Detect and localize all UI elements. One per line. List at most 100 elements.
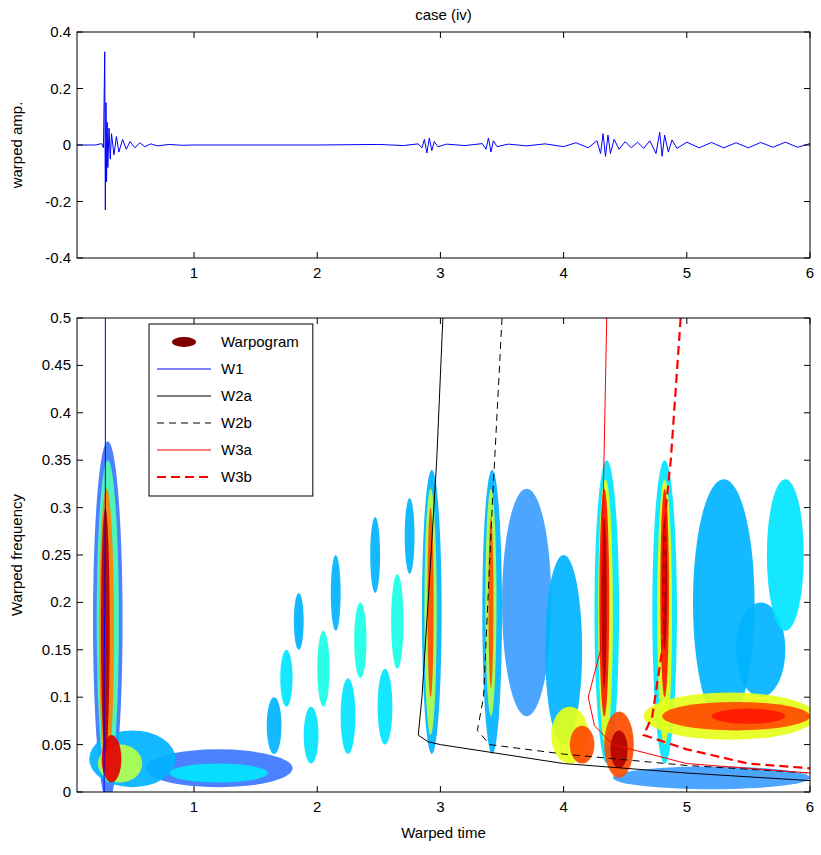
x-tick [563, 318, 564, 324]
legend-swatch [157, 396, 211, 397]
y-tick-label: 0.35 [42, 451, 71, 468]
frame [77, 318, 810, 792]
x-tick-label: 4 [559, 264, 567, 281]
x-tick [440, 32, 441, 38]
warpogram-cell [405, 498, 415, 574]
legend-label: W1 [221, 360, 244, 377]
warpogram-cell [570, 726, 595, 764]
y-tick [77, 88, 83, 89]
series-line [104, 318, 105, 792]
x-tick-label: 6 [806, 798, 814, 815]
x-tick [194, 32, 195, 38]
x-tick [317, 318, 318, 324]
x-tick-label: 5 [683, 798, 691, 815]
warpogram-cell [99, 489, 114, 773]
y-tick-label: -0.4 [45, 249, 71, 266]
warpogram-cell [424, 489, 436, 735]
series-line [77, 52, 810, 210]
x-tick [686, 318, 687, 324]
plot-area [89, 318, 810, 792]
warpogram-cell [317, 631, 329, 707]
frame [77, 32, 810, 258]
x-tick-label: 5 [683, 264, 691, 281]
y-tick-label: 0.25 [42, 546, 71, 563]
y-tick [804, 365, 810, 366]
x-tick [440, 786, 441, 792]
x-tick-label: 6 [806, 264, 814, 281]
warpogram-cell [331, 555, 341, 631]
legend: WarpogramW1W2aW2bW3aW3b [149, 324, 313, 496]
warpogram-cell [341, 678, 356, 754]
figure: 123456-0.4-0.200.20.4case (iv)warped amp… [0, 0, 821, 855]
legend-swatch [172, 337, 196, 347]
series-line [588, 318, 810, 773]
y-tick-label: -0.2 [45, 193, 71, 210]
warpogram-cell [294, 593, 304, 650]
x-tick-label: 3 [436, 264, 444, 281]
y-tick-label: 0.4 [50, 23, 71, 40]
y-tick [804, 602, 810, 603]
legend-label: W2a [221, 387, 253, 404]
x-tick-label: 1 [190, 264, 198, 281]
series-line [644, 318, 810, 768]
warpogram-cell [599, 489, 609, 717]
x-tick-label: 4 [559, 798, 567, 815]
y-tick [77, 365, 83, 366]
x-label: Warped time [401, 824, 485, 841]
legend-box [149, 324, 313, 496]
x-tick [563, 32, 564, 38]
x-tick [440, 318, 441, 324]
y-tick-label: 0.3 [50, 499, 71, 516]
y-tick [804, 201, 810, 202]
y-tick-label: 0.15 [42, 641, 71, 658]
y-tick [77, 507, 83, 508]
y-tick-label: 0.45 [42, 356, 71, 373]
y-tick [804, 649, 810, 650]
x-tick-label: 2 [313, 264, 321, 281]
x-tick [563, 252, 564, 258]
warpogram-cell [422, 470, 442, 754]
y-label: warped amp. [8, 102, 25, 190]
legend-label: W3a [221, 441, 253, 458]
y-tick [77, 697, 83, 698]
warpogram-cell [488, 517, 493, 688]
y-tick [804, 88, 810, 89]
y-tick-label: 0.4 [50, 404, 71, 421]
series-line [477, 318, 810, 773]
warpogram-cell [767, 479, 804, 631]
warpogram-cell [644, 692, 810, 739]
warpogram-cell [354, 602, 366, 678]
x-tick [194, 318, 195, 324]
y-tick-label: 0.1 [50, 688, 71, 705]
y-tick [77, 201, 83, 202]
warpogram-cell [610, 730, 627, 768]
x-tick-label: 1 [190, 798, 198, 815]
x-tick [686, 252, 687, 258]
warpogram-cell [485, 489, 496, 717]
y-tick [77, 555, 83, 556]
y-tick [804, 412, 810, 413]
y-tick-label: 0.5 [50, 309, 71, 326]
y-tick-label: 0 [63, 783, 71, 800]
warpogram-cell [304, 707, 319, 764]
y-tick [804, 697, 810, 698]
x-tick [563, 786, 564, 792]
legend-label: W3b [221, 468, 252, 485]
warpogram-cell [378, 669, 393, 745]
warpogram-cell [280, 650, 292, 707]
plot-bg [77, 318, 810, 792]
title: case (iv) [415, 6, 472, 23]
legend-label: W2b [221, 414, 252, 431]
warpogram-cell [662, 702, 810, 730]
x-tick [194, 786, 195, 792]
y-tick [77, 412, 83, 413]
warpogram-cell [502, 489, 551, 717]
y-tick [77, 649, 83, 650]
x-tick [686, 786, 687, 792]
y-tick [804, 507, 810, 508]
y-tick [804, 744, 810, 745]
x-tick [686, 32, 687, 38]
legend-swatch [157, 476, 211, 478]
axes: 12345600.050.10.150.20.250.30.350.40.450… [42, 309, 816, 815]
y-tick [804, 460, 810, 461]
